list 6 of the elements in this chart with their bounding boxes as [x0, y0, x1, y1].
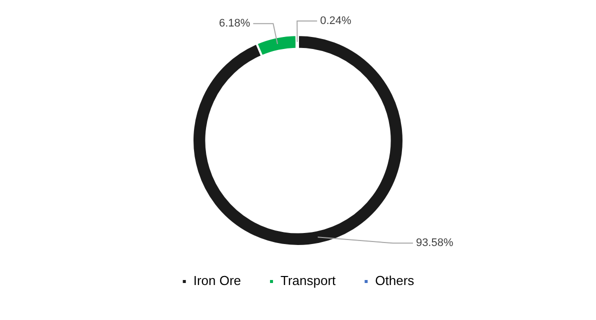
- legend-label: Iron Ore: [193, 273, 242, 288]
- data-label: 6.18%: [218, 18, 250, 30]
- legend-label: Others: [375, 273, 415, 288]
- data-label: 0.24%: [320, 15, 352, 28]
- legend-label: Transport: [280, 273, 336, 288]
- data-label: 93.58%: [416, 237, 454, 250]
